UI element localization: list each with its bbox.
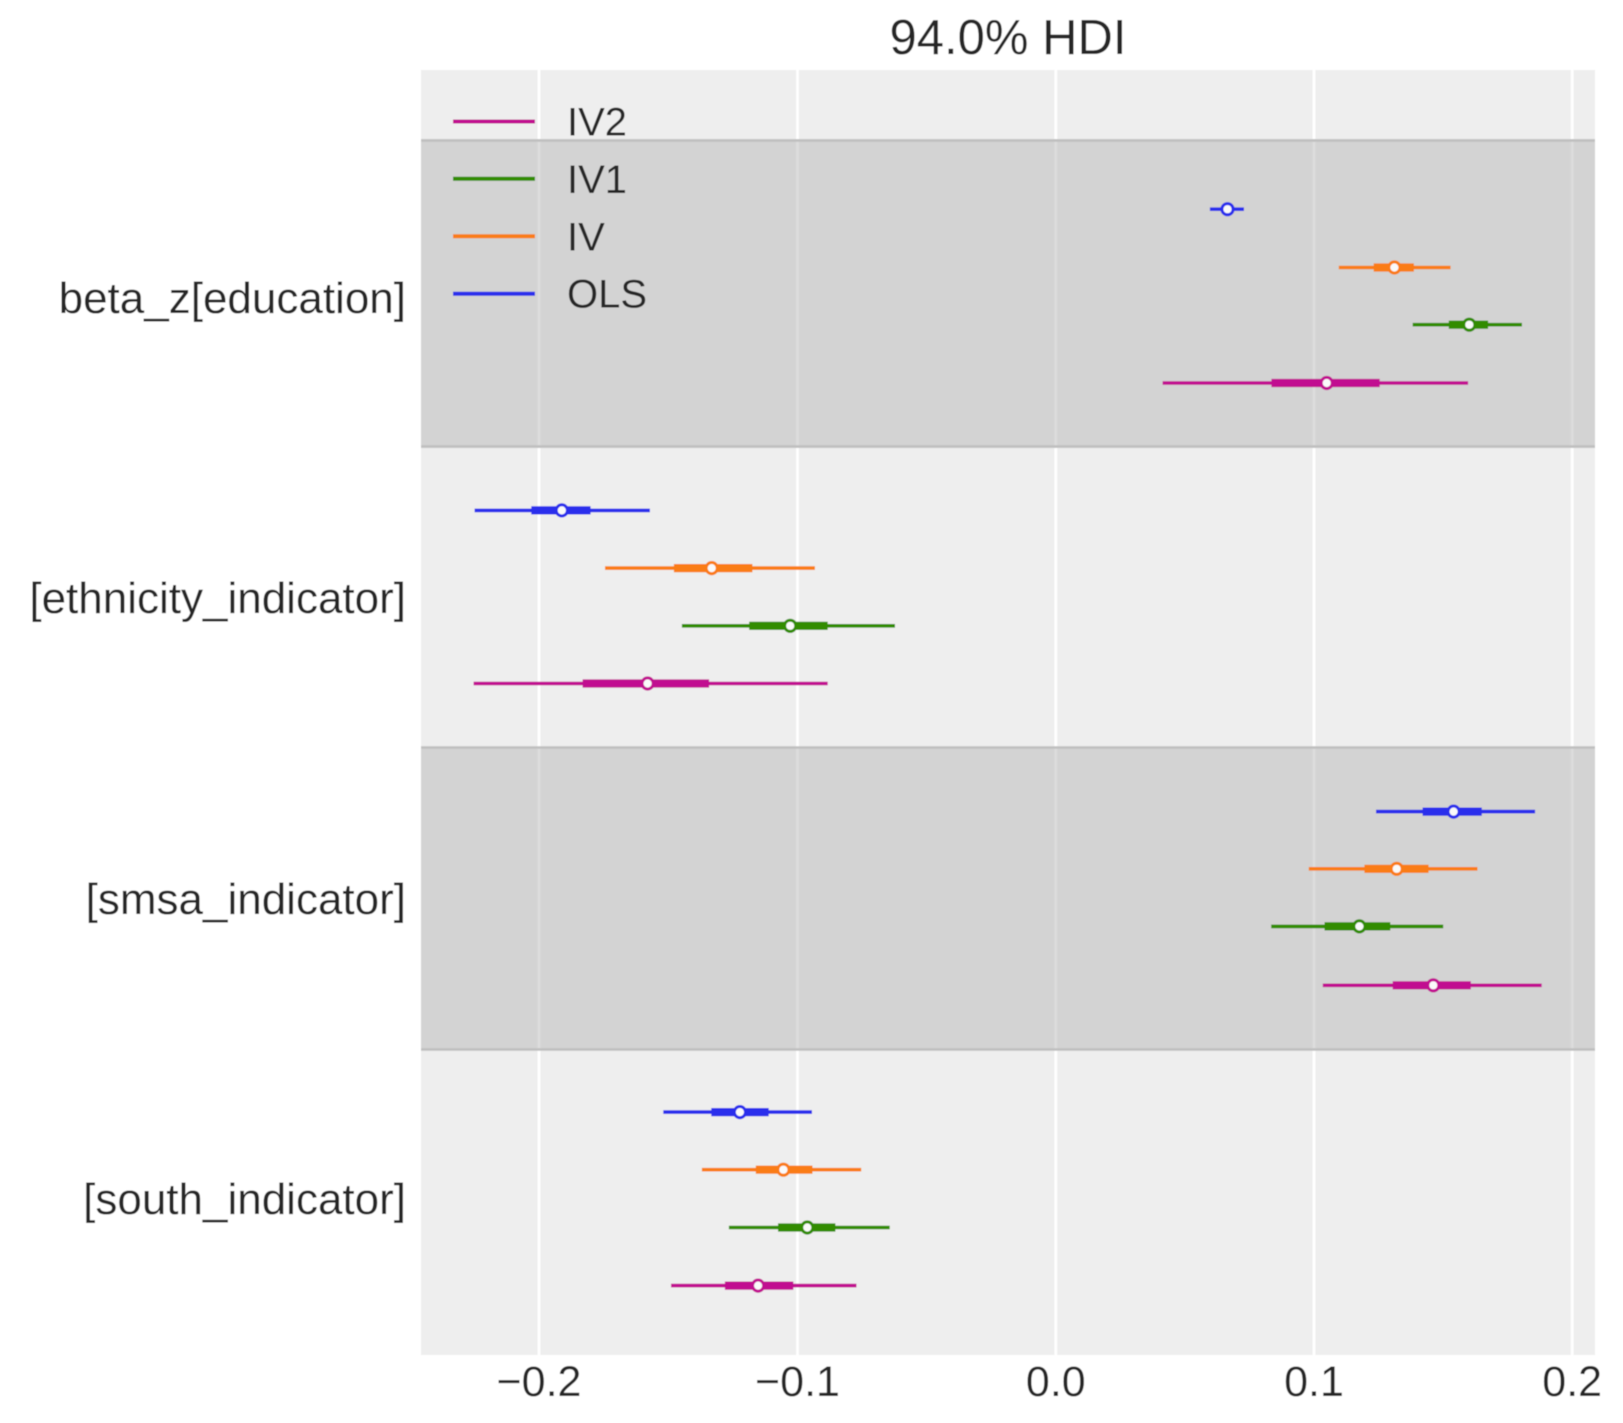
svg-text:IV: IV bbox=[567, 215, 605, 259]
svg-text:0.0: 0.0 bbox=[1026, 1358, 1086, 1406]
svg-text:IV2: IV2 bbox=[567, 101, 627, 145]
svg-text:94.0% HDI: 94.0% HDI bbox=[890, 11, 1127, 65]
svg-text:0.1: 0.1 bbox=[1284, 1358, 1344, 1406]
svg-text:−0.1: −0.1 bbox=[755, 1358, 840, 1406]
svg-text:[ethnicity_indicator]: [ethnicity_indicator] bbox=[29, 574, 406, 623]
svg-text:0.2: 0.2 bbox=[1542, 1358, 1602, 1406]
svg-text:beta_z[education]: beta_z[education] bbox=[59, 274, 406, 323]
svg-text:−0.2: −0.2 bbox=[497, 1358, 582, 1406]
svg-text:OLS: OLS bbox=[567, 273, 647, 317]
svg-text:IV1: IV1 bbox=[567, 158, 627, 202]
svg-text:[south_indicator]: [south_indicator] bbox=[83, 1175, 406, 1224]
svg-text:[smsa_indicator]: [smsa_indicator] bbox=[86, 875, 406, 924]
